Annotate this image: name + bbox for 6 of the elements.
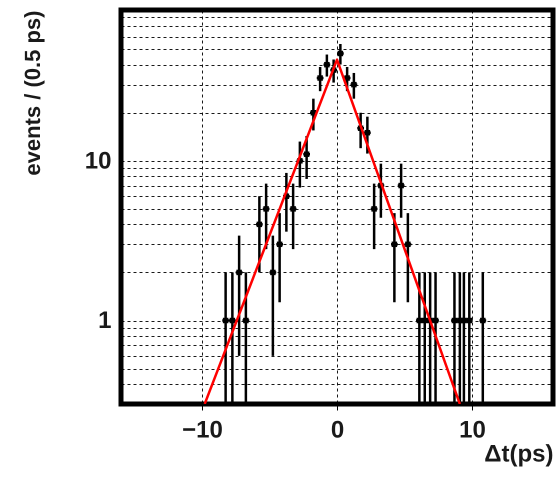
y-axis-title: events / (0.5 ps) — [20, 10, 45, 176]
x-tick-label: 0 — [330, 416, 344, 444]
x-axis-title: Δt(ps) — [484, 440, 554, 468]
y-tick-label: 1 — [98, 307, 112, 334]
x-tick-label: −10 — [182, 416, 223, 444]
x-tick-label: 10 — [459, 416, 486, 444]
